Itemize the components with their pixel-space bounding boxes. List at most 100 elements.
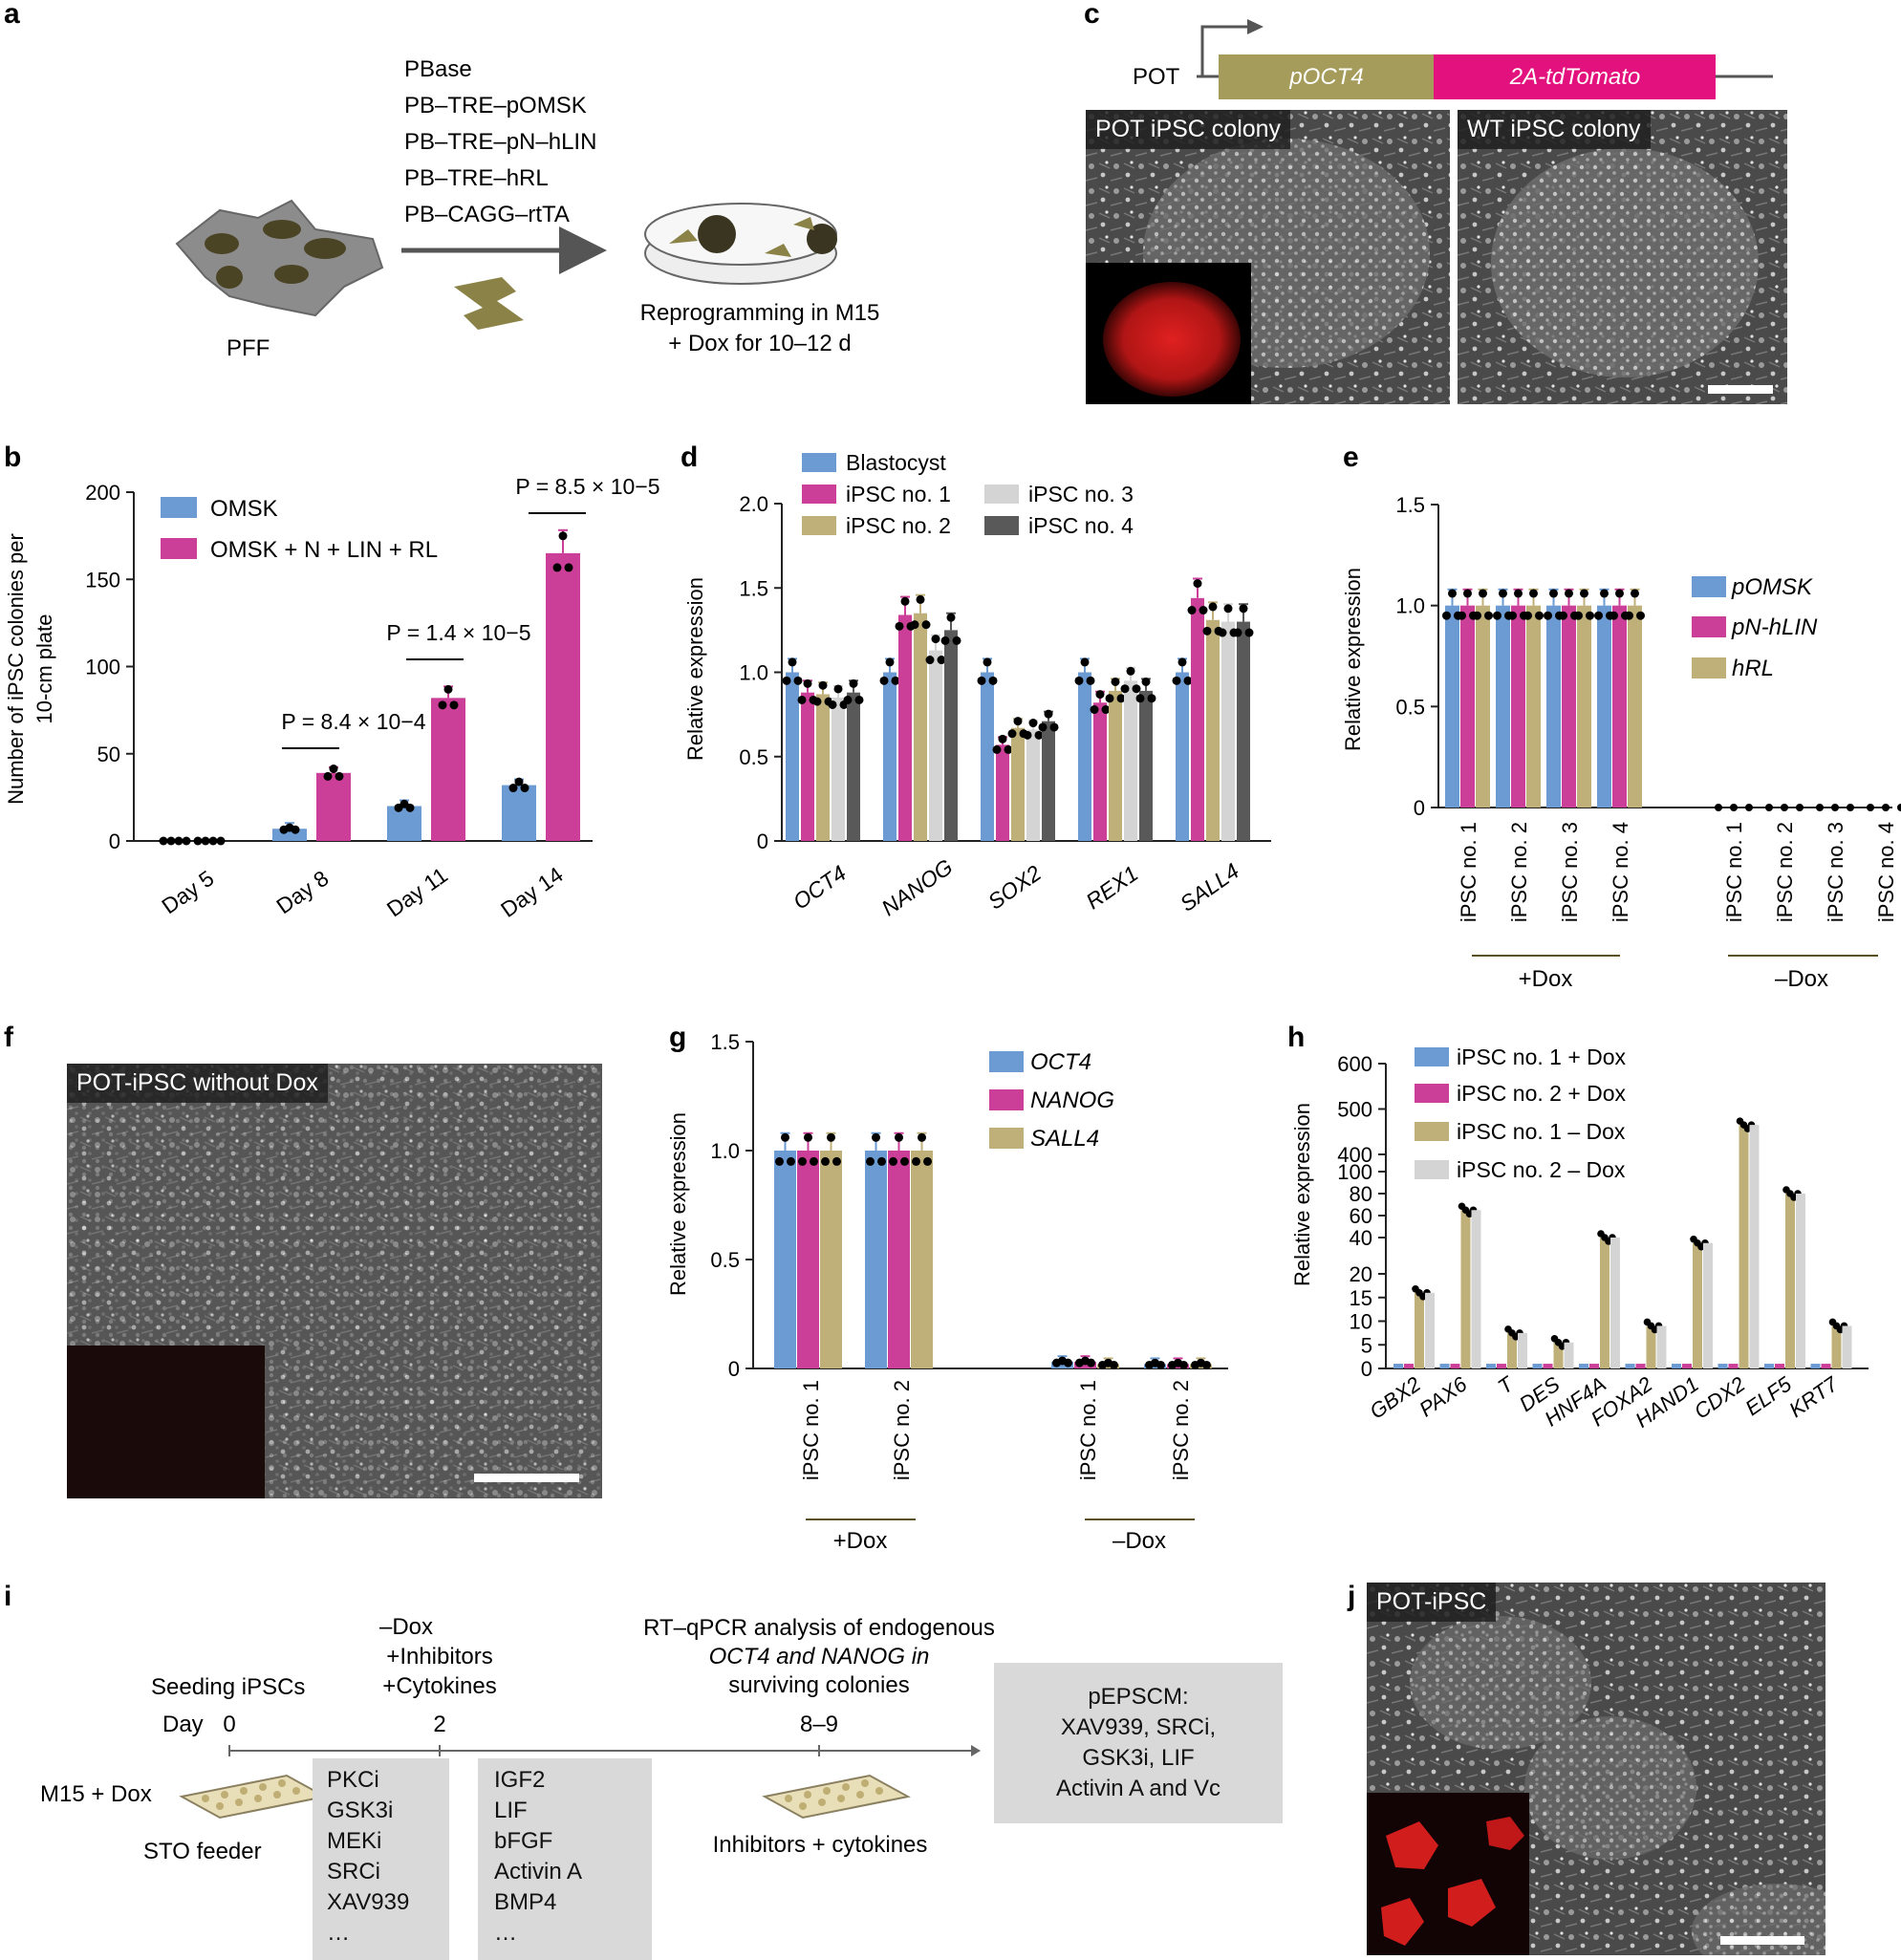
- plate2-label: Inhibitors + cytokines: [713, 1832, 928, 1858]
- data-point: [1239, 604, 1248, 614]
- g-bar: [1074, 1362, 1096, 1368]
- data-point: [885, 657, 895, 667]
- data-point: [1199, 606, 1208, 615]
- data-point: [1086, 676, 1095, 685]
- data-point: [1126, 666, 1135, 676]
- h-y-tick-label: 10: [1350, 1310, 1372, 1334]
- medium-line: pEPSCM:: [1088, 1684, 1189, 1710]
- data-point: [1831, 804, 1839, 811]
- data-point: [821, 1156, 830, 1166]
- data-point: [1101, 705, 1111, 715]
- e-legend-label: pN-hLIN: [1731, 614, 1818, 640]
- g-group-label: +Dox: [833, 1528, 888, 1554]
- data-point: [988, 676, 998, 685]
- tdtomato-label: 2A-tdTomato: [1509, 64, 1641, 90]
- h-bar: [1439, 1364, 1450, 1368]
- data-point: [1049, 722, 1059, 732]
- data-point: [1179, 1360, 1188, 1369]
- b-y-tick-label: 50: [97, 743, 120, 766]
- data-point: [1559, 611, 1567, 620]
- b-legend-swatch: [161, 497, 197, 518]
- inhibitor-item: PKCi: [327, 1767, 379, 1793]
- feeder-label: STO feeder: [143, 1839, 262, 1864]
- day-label: Day: [162, 1712, 204, 1737]
- h-bar: [1764, 1364, 1774, 1368]
- chart-g-expression-dox: 0 0.5 1.0 1.5 Relative expression iPSC no. 1 i…: [666, 1030, 1228, 1554]
- h-bar: [1579, 1364, 1588, 1368]
- data-point: [895, 1132, 903, 1142]
- b-y-tick-label: 0: [109, 829, 120, 853]
- d-bar: [847, 692, 860, 841]
- e-x-tick-label: iPSC no. 3: [1824, 822, 1847, 922]
- pot-ipsc-epscm-image: POT-iPSC: [1367, 1583, 1825, 1955]
- data-point: [803, 678, 812, 688]
- d-bar: [898, 614, 912, 841]
- h-bar: [1610, 1238, 1620, 1368]
- h-y-label: Relative expression: [1290, 1103, 1314, 1286]
- panel-label-h: h: [1287, 1022, 1305, 1053]
- h-bar: [1693, 1242, 1702, 1368]
- h-x-tick-label: GBX2: [1365, 1372, 1424, 1424]
- well-plate-icon-2: [762, 1774, 911, 1820]
- e-x-tick-label: iPSC no. 1: [1722, 822, 1746, 922]
- h-y-tick-label: 5: [1361, 1333, 1372, 1357]
- d-legend-swatch: [802, 485, 836, 504]
- d-bar: [1191, 597, 1204, 841]
- data-point: [889, 1156, 897, 1166]
- e-bar: [1577, 605, 1591, 808]
- panel-label-j: j: [1347, 1581, 1355, 1612]
- h-bar: [1682, 1364, 1692, 1368]
- data-point: [1615, 589, 1624, 598]
- data-point: [781, 1132, 789, 1142]
- d-bar: [786, 672, 799, 841]
- data-point: [1514, 589, 1523, 598]
- g-bar: [1051, 1362, 1073, 1368]
- data-point: [798, 1156, 807, 1166]
- h-x-tick-label: CDX2: [1690, 1372, 1749, 1424]
- b-y-tick-label: 150: [85, 568, 120, 592]
- data-point: [216, 836, 226, 846]
- h-bar: [1810, 1364, 1821, 1368]
- e-y-tick-label: 1.0: [1395, 594, 1425, 618]
- g-y-tick-label: 1.5: [710, 1030, 740, 1054]
- cytokines-list: IGF2 LIF bFGF Activin A BMP4 …: [494, 1765, 582, 1949]
- construct-1: PBase: [404, 56, 472, 82]
- h-y-tick-label: 20: [1350, 1262, 1372, 1286]
- h-y-tick-label: 600: [1337, 1052, 1372, 1076]
- cytokine-item: …: [494, 1920, 517, 1946]
- b-p-value: P = 1.4 × 10−5: [386, 620, 530, 645]
- h-bar: [1589, 1364, 1599, 1368]
- e-legend-label: hRL: [1732, 656, 1774, 681]
- d-y-tick-label: 0: [757, 829, 768, 853]
- data-point: [793, 676, 803, 685]
- h-bar: [1532, 1364, 1543, 1368]
- d-legend-swatch: [802, 453, 836, 472]
- tdtomato-fluorescence-inset: [1086, 263, 1251, 404]
- data-point: [1202, 626, 1212, 635]
- data-point: [1529, 589, 1538, 598]
- data-point: [849, 678, 858, 688]
- data-point: [854, 695, 864, 704]
- b-y-tick-label: 100: [85, 656, 120, 679]
- d-legend-swatch: [984, 485, 1019, 504]
- data-point: [1177, 657, 1187, 667]
- panel-label-c: c: [1084, 0, 1100, 30]
- data-point: [877, 1156, 886, 1166]
- d-bar: [1206, 619, 1220, 841]
- data-point: [405, 803, 415, 812]
- h-bar: [1785, 1194, 1795, 1368]
- data-point: [833, 684, 843, 694]
- d-legend-swatch: [802, 516, 836, 535]
- data-point: [291, 825, 300, 834]
- h-bar: [1646, 1325, 1656, 1368]
- data-point: [1034, 730, 1044, 740]
- h-bar: [1425, 1292, 1435, 1368]
- h-y-tick-label: 0: [1361, 1357, 1372, 1381]
- data-point: [1544, 611, 1552, 620]
- data-point: [159, 836, 168, 846]
- data-point: [937, 656, 946, 665]
- g-bar: [797, 1151, 819, 1368]
- h-bar: [1393, 1364, 1403, 1368]
- d-bar: [883, 672, 896, 841]
